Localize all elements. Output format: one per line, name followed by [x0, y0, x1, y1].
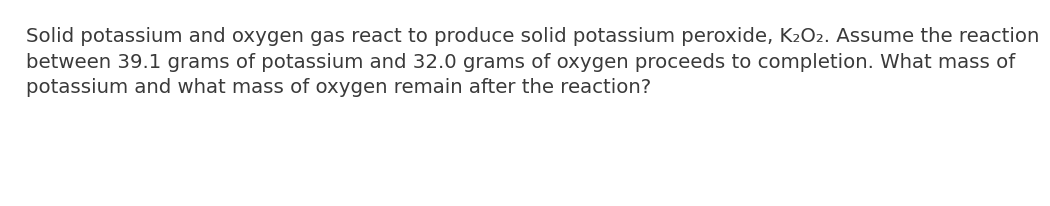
- Text: Solid potassium and oxygen gas react to produce solid potassium peroxide, K₂O₂. : Solid potassium and oxygen gas react to …: [26, 27, 1040, 97]
